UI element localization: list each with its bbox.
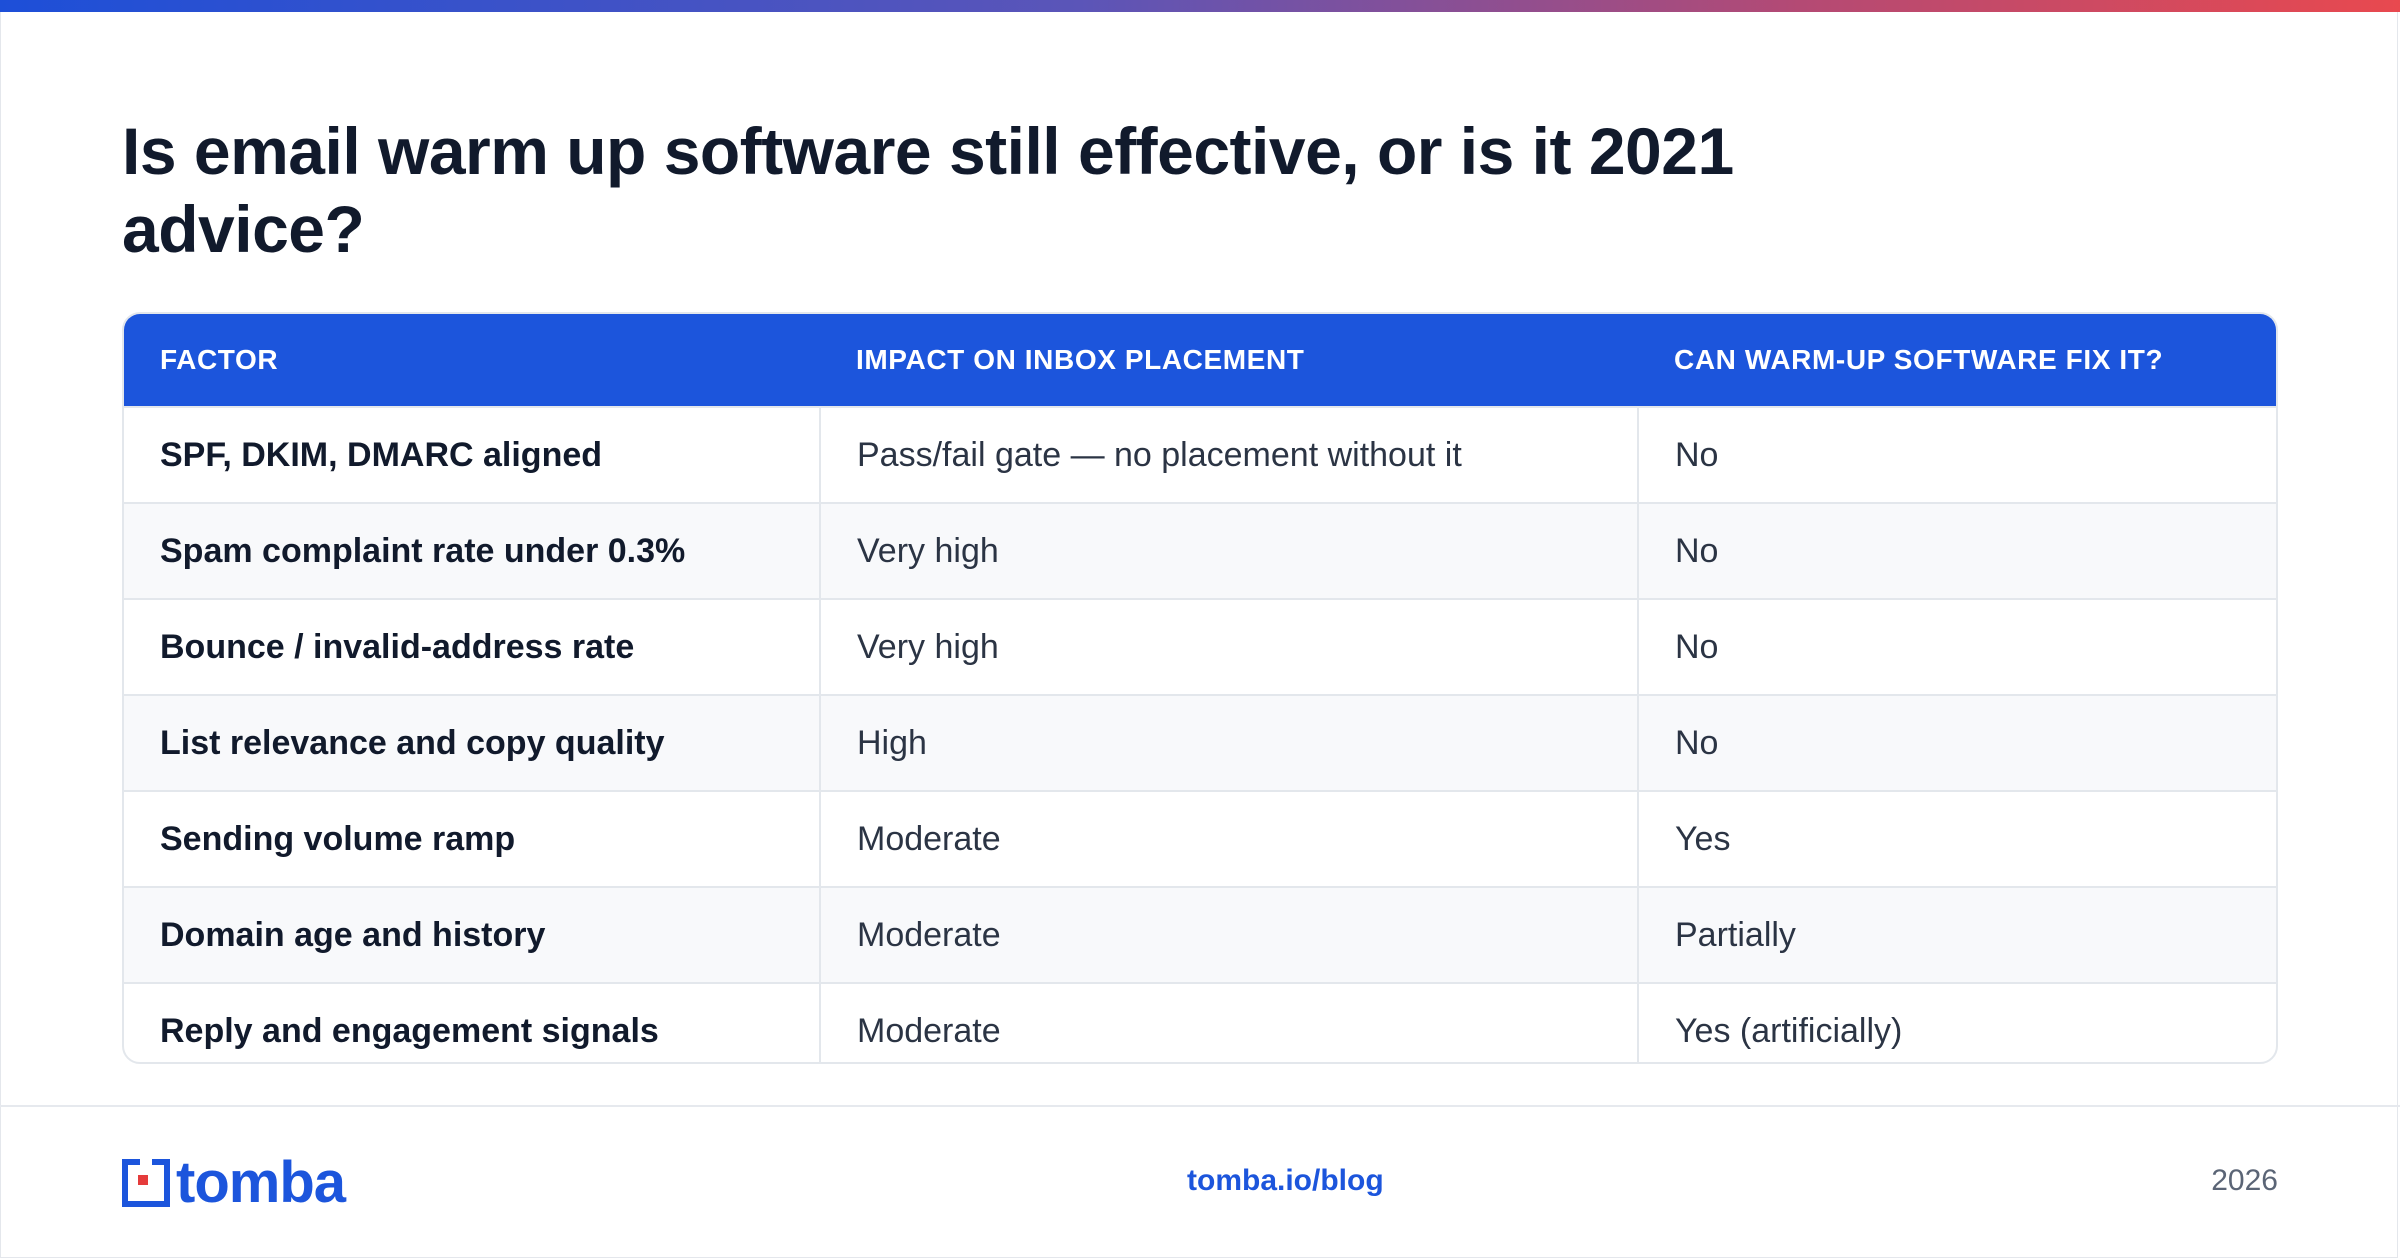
factor-cell: Sending volume ramp (124, 790, 820, 887)
fix-cell: No (1637, 598, 2276, 695)
fix-cell: No (1637, 406, 2276, 503)
impact-cell: Moderate (819, 886, 1638, 983)
impact-cell: Pass/fail gate — no placement without it (819, 406, 1638, 503)
impact-cell: Moderate (819, 790, 1638, 887)
fix-cell: Partially (1637, 886, 2276, 983)
header-impact: IMPACT ON INBOX PLACEMENT (820, 314, 1638, 407)
impact-cell: Very high (819, 598, 1638, 695)
header-warmup-fix: CAN WARM-UP SOFTWARE FIX IT? (1638, 314, 2276, 407)
impact-cell: Very high (819, 502, 1638, 599)
logo-wordmark: tomba (176, 1150, 346, 1215)
impact-cell: High (819, 694, 1638, 791)
factor-cell: Bounce / invalid-address rate (124, 598, 820, 695)
comparison-table: FACTOR IMPACT ON INBOX PLACEMENT CAN WAR… (122, 312, 2278, 1064)
gradient-top-bar (0, 0, 2400, 12)
fix-cell: Yes (1637, 790, 2276, 887)
table-row: List relevance and copy quality High No (124, 694, 2276, 791)
factor-cell: List relevance and copy quality (124, 694, 820, 791)
factor-cell: Reply and engagement signals (124, 982, 820, 1062)
fix-cell: No (1637, 502, 2276, 599)
fix-cell: Yes (artificially) (1637, 982, 2276, 1062)
blog-link[interactable]: tomba.io/blog (1187, 1164, 1384, 1197)
footer-divider (0, 1105, 2400, 1107)
tomba-logo-icon (122, 1159, 170, 1207)
table-header-row: FACTOR IMPACT ON INBOX PLACEMENT CAN WAR… (124, 314, 2276, 407)
page-title: Is email warm up software still effectiv… (122, 114, 1734, 266)
factor-cell: Spam complaint rate under 0.3% (124, 502, 820, 599)
table-row: Bounce / invalid-address rate Very high … (124, 598, 2276, 695)
factor-cell: Domain age and history (124, 886, 820, 983)
table-row: Spam complaint rate under 0.3% Very high… (124, 502, 2276, 599)
table-row: Sending volume ramp Moderate Yes (124, 790, 2276, 887)
header-factor: FACTOR (124, 314, 820, 407)
impact-cell: Moderate (819, 982, 1638, 1062)
table-row: Reply and engagement signals Moderate Ye… (124, 982, 2276, 1062)
footer-year: 2026 (2211, 1164, 2278, 1197)
fix-cell: No (1637, 694, 2276, 791)
factor-cell: SPF, DKIM, DMARC aligned (124, 406, 820, 503)
table-row: SPF, DKIM, DMARC aligned Pass/fail gate … (124, 406, 2276, 503)
tomba-logo[interactable]: tomba (122, 1150, 346, 1215)
table-row: Domain age and history Moderate Partiall… (124, 886, 2276, 983)
